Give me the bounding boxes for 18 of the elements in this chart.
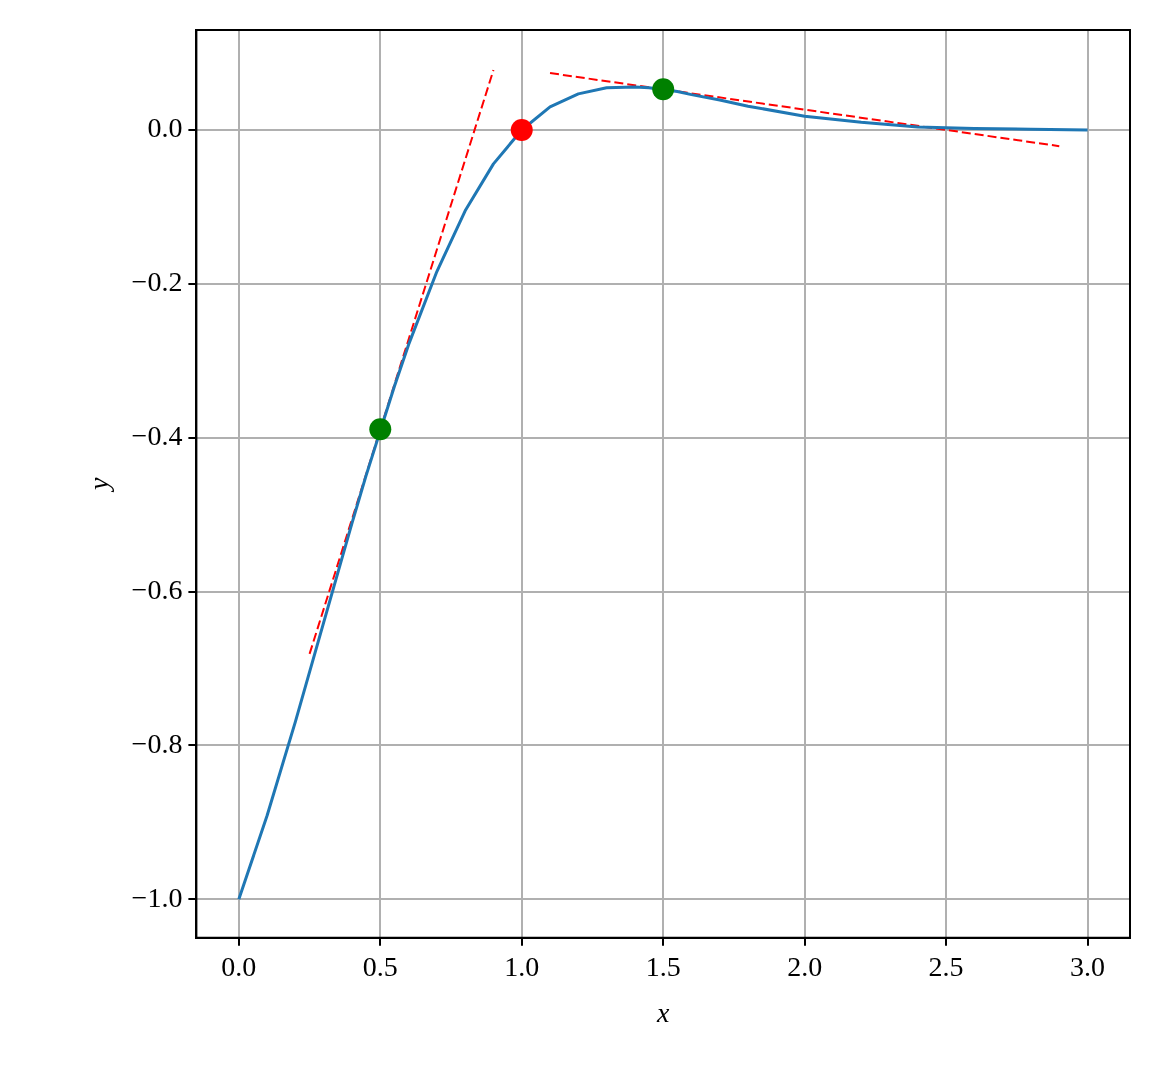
point <box>510 119 533 142</box>
x-tick-label: 3.0 <box>1070 950 1106 982</box>
y-tick-label: −0.6 <box>131 573 183 605</box>
y-tick-label: −0.2 <box>131 266 183 298</box>
x-tick-label: 1.5 <box>645 950 681 982</box>
x-tick-label: 2.0 <box>787 950 823 982</box>
point <box>652 78 675 101</box>
x-tick-label: 0.5 <box>362 950 398 982</box>
y-tick-label: −0.4 <box>131 420 183 452</box>
y-tick-label: −1.0 <box>131 881 183 913</box>
x-axis-title: x <box>655 996 670 1028</box>
x-tick-label: 1.0 <box>504 950 540 982</box>
y-tick-label: 0.0 <box>147 112 183 144</box>
y-tick-label: −0.8 <box>131 727 183 759</box>
x-tick-label: 2.5 <box>928 950 964 982</box>
x-tick-label: 0.0 <box>221 950 257 982</box>
point <box>369 418 392 441</box>
y-axis-title: y <box>83 477 115 494</box>
